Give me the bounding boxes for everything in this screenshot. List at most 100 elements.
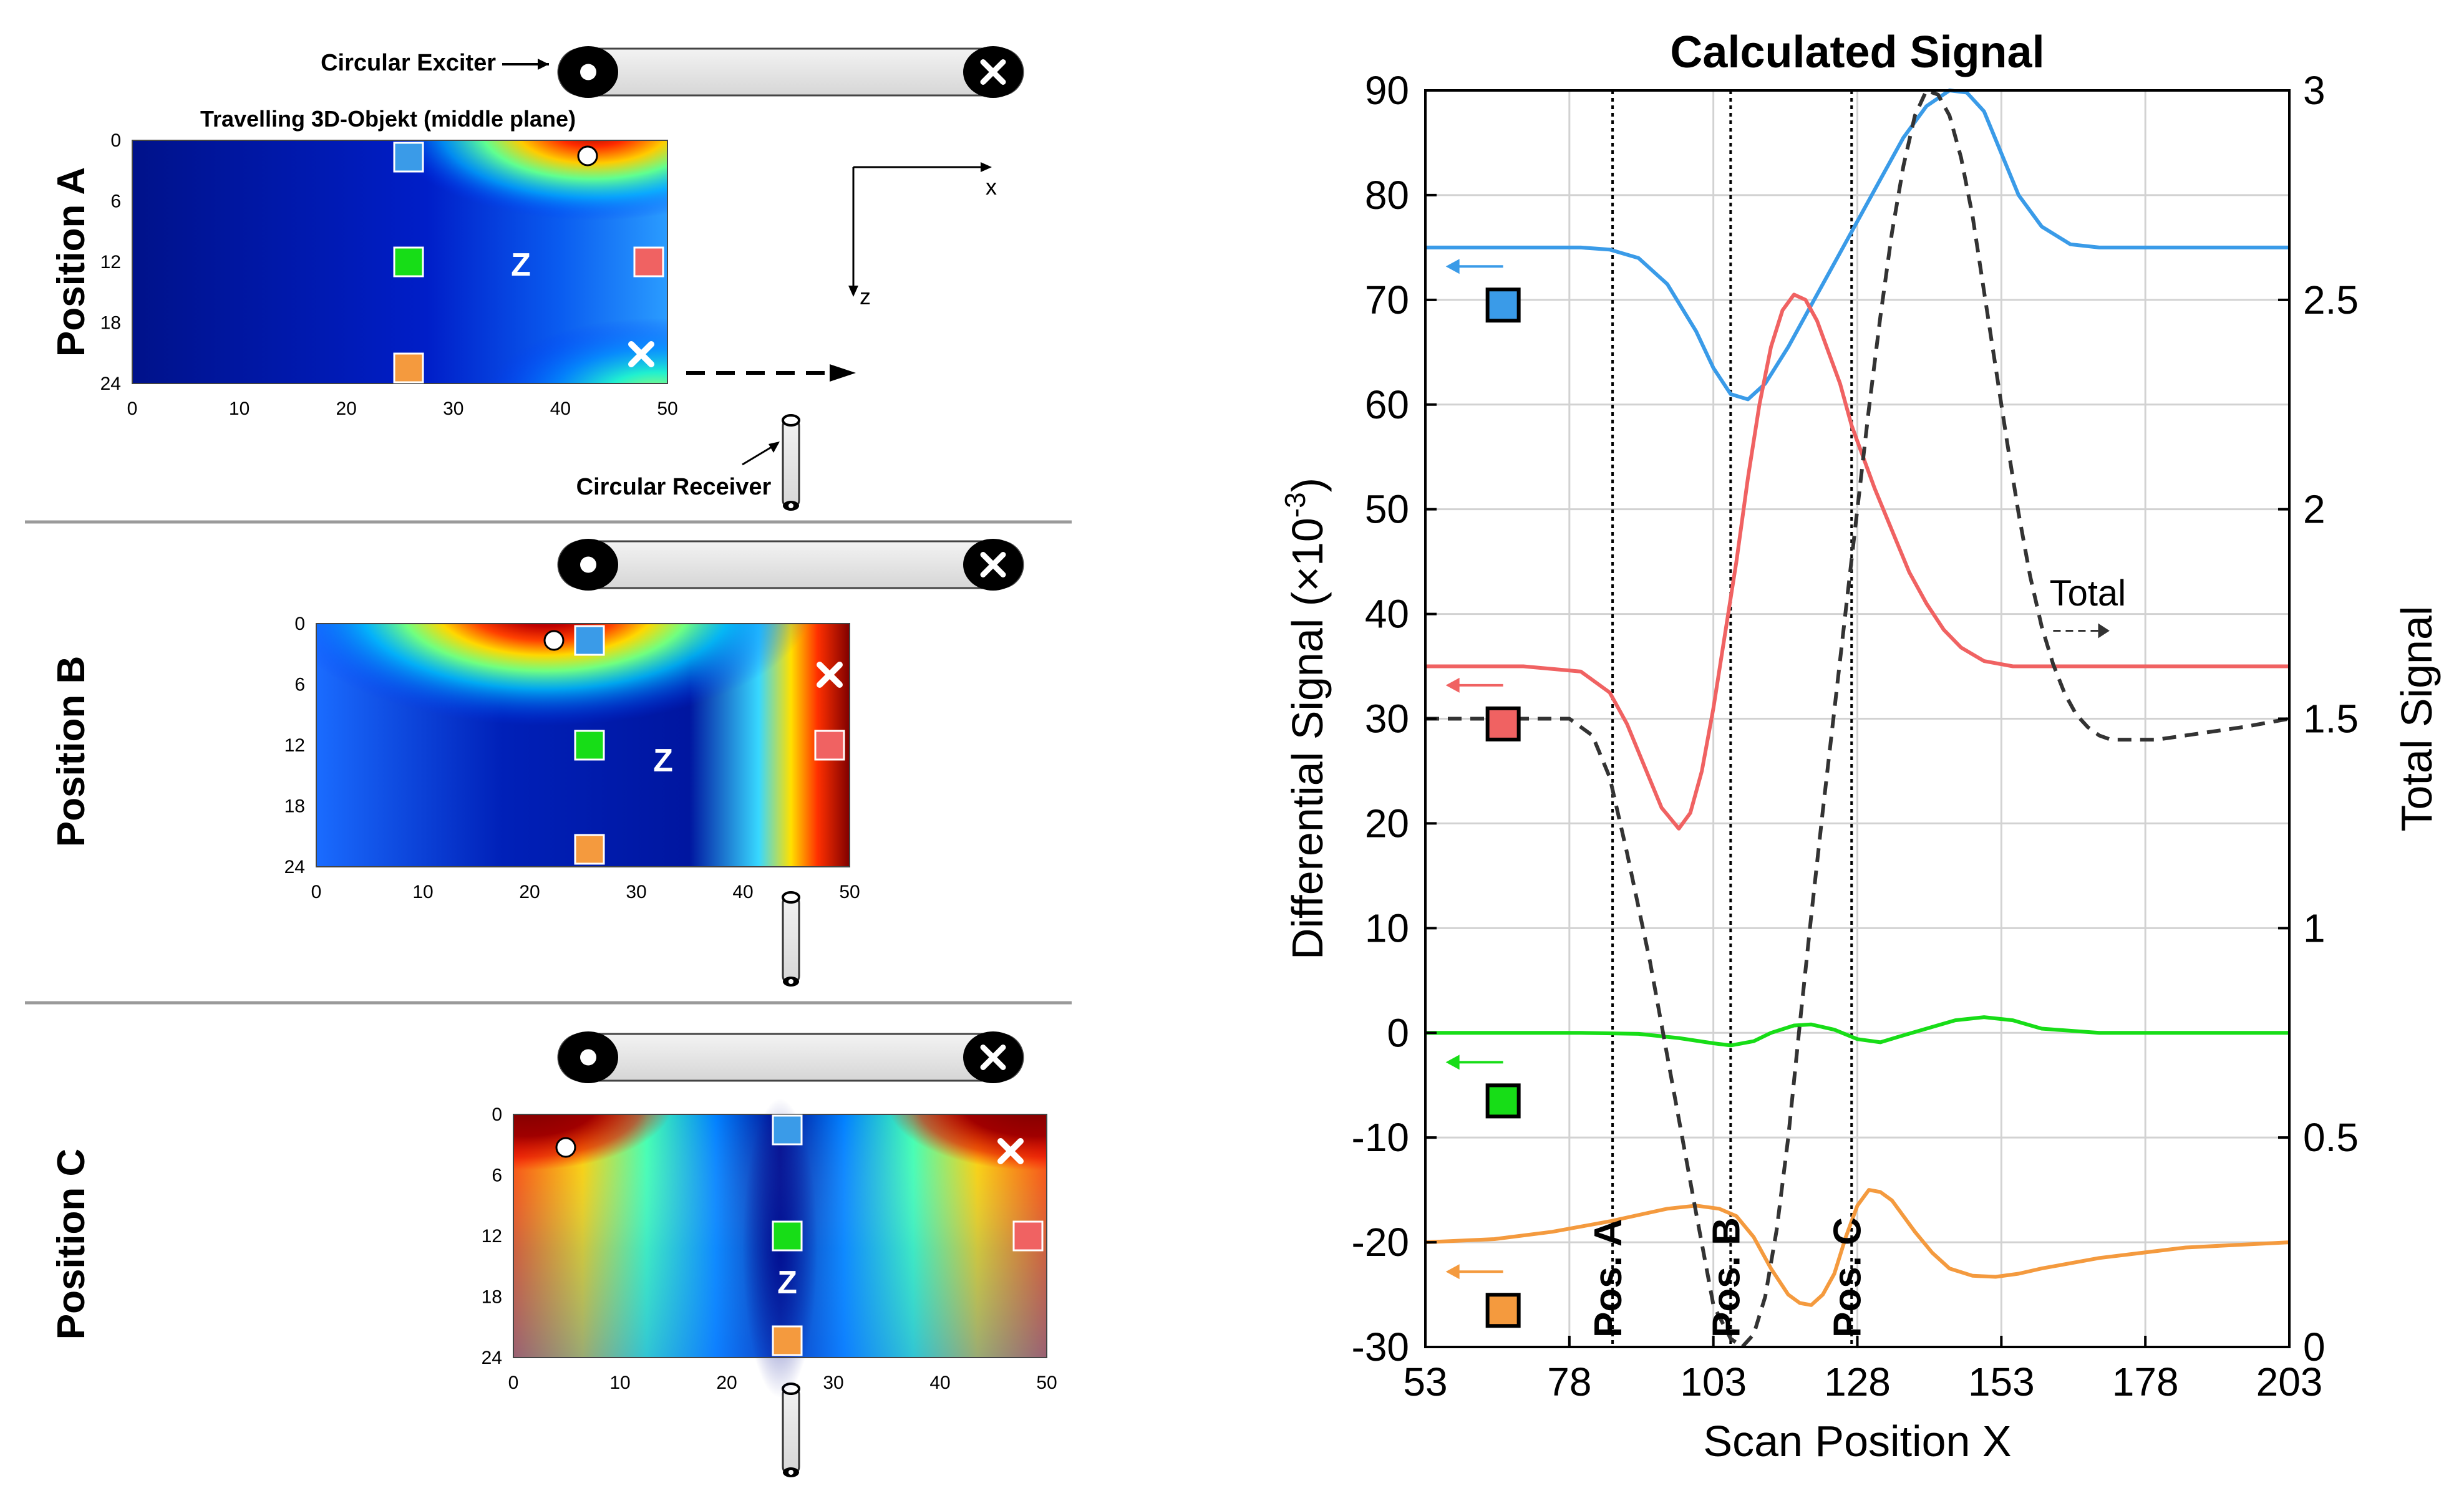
right-tick-label: 2 <box>2303 487 2326 532</box>
motion-arrowhead-icon <box>830 364 856 382</box>
left-tick-label: -10 <box>1352 1115 1410 1160</box>
y-tick-label: 0 <box>492 1104 502 1125</box>
exciter-arrowhead-icon <box>538 59 549 70</box>
x-mark-icon <box>980 552 1006 577</box>
receiver-top-icon <box>782 891 800 904</box>
series-line-red <box>1425 292 2289 831</box>
left-tick-label: 90 <box>1365 68 1409 113</box>
position-label: Position A <box>50 167 93 357</box>
legend-square-blue <box>1485 287 1521 323</box>
total-annotation: Total <box>2050 573 2127 614</box>
x-tick-label: 53 <box>1403 1359 1447 1404</box>
x-tick-label: 203 <box>2256 1359 2323 1404</box>
left-tick-label: -20 <box>1352 1220 1410 1265</box>
x-tick-label: 30 <box>823 1373 843 1393</box>
sensor-square-red <box>633 246 664 278</box>
axes-triad <box>852 166 989 293</box>
y-tick-label: 6 <box>492 1166 502 1186</box>
exciter-tube <box>557 540 1024 589</box>
legend-arrowhead-icon <box>1445 1055 1460 1070</box>
x-tick-label: 30 <box>626 882 646 902</box>
series-line-total <box>1425 89 2290 1349</box>
right-y-axis-label: Total Signal <box>2392 606 2441 832</box>
center-z-label: Z <box>653 743 673 779</box>
x-tick-label: 30 <box>443 398 463 419</box>
right-tick-label: 1 <box>2303 905 2326 950</box>
y-tick-label: 6 <box>110 191 121 212</box>
legend-arrowhead-icon <box>1445 1264 1460 1280</box>
position-label: Position C <box>50 1149 93 1340</box>
y-tick-label: 12 <box>482 1226 502 1247</box>
x-tick-label: 0 <box>508 1373 519 1393</box>
position-panel-b: Position B 0 10 20 30 40 50 0 6 12 18 24 Z <box>50 539 1024 987</box>
series-group <box>1425 89 2290 1349</box>
left-tick-label: 10 <box>1365 905 1409 950</box>
x-tick-label: 50 <box>657 398 677 419</box>
y-tick-label: 6 <box>294 675 305 695</box>
colormap-frame <box>513 1114 1047 1358</box>
sensor-square-red <box>814 730 845 761</box>
exciter-tube <box>557 1033 1024 1082</box>
y-tick-label: 24 <box>100 374 121 394</box>
x-tick-label: 20 <box>336 398 357 419</box>
left-tick-label: 60 <box>1365 382 1409 427</box>
x-tick-label: 50 <box>1036 1373 1057 1393</box>
white-x-icon <box>997 1138 1024 1164</box>
calculated-signal-chart: Pos. A Pos. B Pos. CTotal-30-20-1001020304… <box>1279 27 2441 1465</box>
legend-square-red <box>1485 706 1521 741</box>
left-tick-label: -30 <box>1352 1325 1410 1369</box>
sensor-square-blue <box>393 142 424 173</box>
receiver-pointer-arrowhead-icon <box>769 442 780 453</box>
y-tick-label: 24 <box>482 1348 502 1368</box>
receiver-bottom-dot-icon <box>788 503 793 508</box>
receiver-tube <box>782 894 800 985</box>
left-y-axis-label-sup: -3 <box>1279 492 1311 518</box>
y-tick-label: 12 <box>100 252 121 273</box>
white-dot-icon <box>555 1137 576 1158</box>
position-panel-c: Position C 0 10 20 30 40 50 0 6 12 18 24 Z <box>50 1031 1057 1477</box>
circle-dot-center-icon <box>580 1049 596 1066</box>
circle-dot-center-icon <box>580 64 596 80</box>
receiver-bottom-dot-icon <box>788 1470 793 1475</box>
left-y-axis-label-main: Differential Signal (×10 <box>1283 518 1332 960</box>
position-line-label: Pos. C <box>1826 1217 1869 1338</box>
x-tick-label: 10 <box>229 398 250 419</box>
x-mark-icon <box>980 1045 1006 1070</box>
x-tick-label: 0 <box>127 398 138 419</box>
y-tick-label: 18 <box>100 313 121 334</box>
x-tick-label: 0 <box>311 882 322 902</box>
x-tick-label: 50 <box>839 882 860 902</box>
left-tick-label: 50 <box>1365 487 1409 532</box>
receiver-tube <box>782 417 800 509</box>
x-mark-icon <box>980 59 1006 85</box>
x-tick-label: 40 <box>550 398 571 419</box>
series-line-green <box>1425 1015 2289 1048</box>
white-x-icon <box>817 662 843 688</box>
white-x-icon <box>628 341 654 367</box>
x-tick-label: 40 <box>929 1373 950 1393</box>
y-tick-label: 18 <box>482 1287 502 1308</box>
legend-arrowhead-icon <box>1445 259 1460 274</box>
legend-square-orange <box>1485 1293 1521 1328</box>
exciter-label: Circular Exciter <box>321 50 496 76</box>
position-line-label: Pos. B <box>1705 1217 1748 1338</box>
left-tick-label: 20 <box>1365 801 1409 846</box>
x-tick-label: 10 <box>412 882 433 902</box>
position-panel-a: Position A 0 10 20 30 40 50 0 6 12 18 24 Z <box>50 46 1024 511</box>
z-axis-arrowhead-icon <box>848 286 858 297</box>
y-tick-label: 24 <box>284 857 305 877</box>
x-tick-label: 78 <box>1547 1359 1591 1404</box>
x-tick-label: 20 <box>519 882 540 902</box>
center-z-label: Z <box>777 1265 797 1301</box>
right-tick-label: 3 <box>2303 68 2326 113</box>
white-dot-icon <box>577 145 598 167</box>
y-tick-label: 12 <box>284 735 305 756</box>
left-tick-label: 0 <box>1387 1010 1409 1055</box>
sensor-square-orange <box>393 352 424 384</box>
left-tick-label: 40 <box>1365 592 1409 637</box>
receiver-bottom-dot-icon <box>788 979 793 984</box>
legend-square-green <box>1485 1083 1521 1119</box>
right-tick-label: 0 <box>2303 1325 2326 1369</box>
right-tick-label: 0.5 <box>2303 1115 2359 1160</box>
white-dot-icon <box>543 630 565 651</box>
